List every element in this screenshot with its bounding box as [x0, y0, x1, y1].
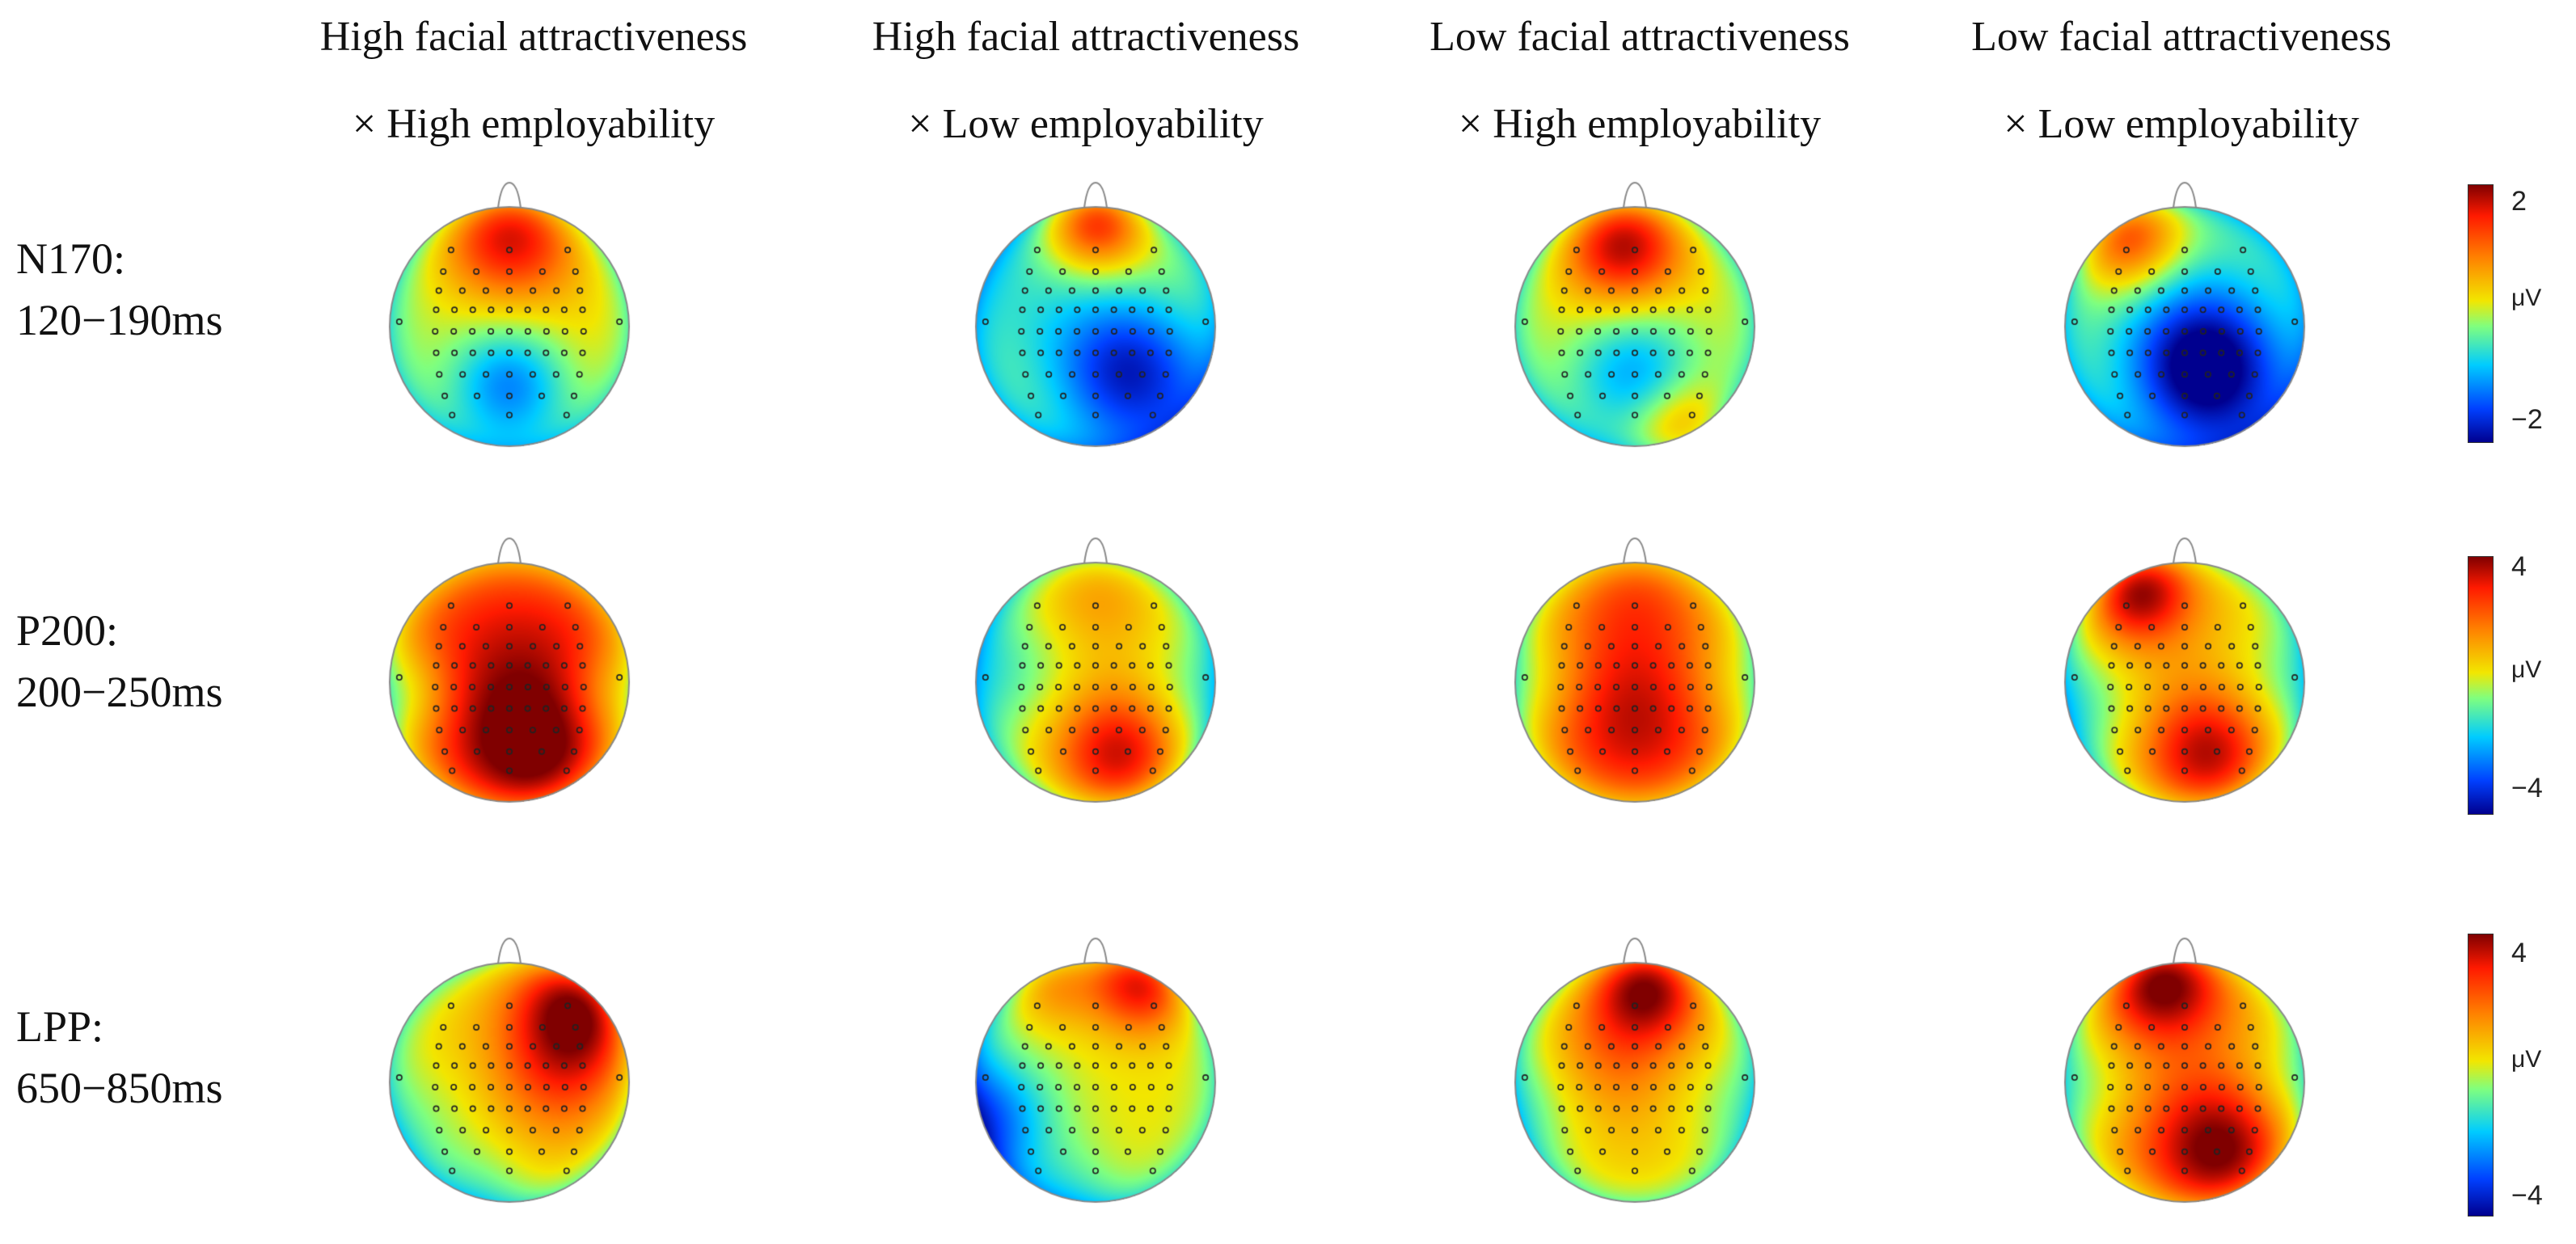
column-header-1-line1: High facial attractiveness [319, 14, 748, 60]
colorbar-n170-max: 2 [2511, 186, 2527, 217]
topomap-n170-high-attr-low-emp [958, 170, 1233, 461]
colorbar-n170-unit: μV [2511, 285, 2542, 311]
colorbar-p200-max: 4 [2511, 551, 2527, 582]
column-header-4-line2: × Low employability [2004, 101, 2359, 147]
column-header-3-line1: Low facial attractiveness [1429, 14, 1850, 60]
row-label-p200-window: 200−250ms [16, 668, 223, 716]
topomap-lpp-high-attr-high-emp [372, 917, 647, 1225]
colorbar-p200-unit: μV [2511, 656, 2542, 683]
topomap-lpp-low-attr-high-emp [1497, 917, 1772, 1225]
column-header-4-line1: Low facial attractiveness [1971, 14, 2392, 60]
column-header-1-line2: × High employability [352, 101, 716, 147]
row-label-lpp-component: LPP: [16, 1002, 104, 1051]
topomap-p200-low-attr-low-emp [2047, 517, 2322, 824]
row-label-n170-component: N170: [16, 234, 125, 283]
column-header-2-line1: High facial attractiveness [872, 14, 1300, 60]
row-label-n170: N170: 120−190ms [16, 228, 222, 351]
colorbar-n170-min: −2 [2511, 404, 2543, 435]
column-header-2-line2: × Low employability [908, 101, 1264, 147]
colorbar-lpp-unit: μV [2511, 1046, 2542, 1073]
colorbar-p200-min: −4 [2511, 773, 2543, 803]
colorbar-n170 [2468, 184, 2494, 443]
colorbar-lpp [2468, 934, 2494, 1217]
colorbar-lpp-max: 4 [2511, 938, 2527, 968]
row-label-p200: P200: 200−250ms [16, 600, 222, 723]
column-header-3-line2: × High employability [1458, 101, 1822, 147]
topomap-n170-high-attr-high-emp [372, 170, 647, 461]
topomap-n170-low-attr-high-emp [1497, 170, 1772, 461]
topomap-n170-low-attr-low-emp [2047, 170, 2322, 461]
topomap-p200-low-attr-high-emp [1497, 517, 1772, 824]
topomap-lpp-high-attr-low-emp [958, 917, 1233, 1225]
row-label-lpp-window: 650−850ms [16, 1064, 223, 1112]
topomap-p200-high-attr-high-emp [372, 517, 647, 824]
row-label-lpp: LPP: 650−850ms [16, 996, 222, 1119]
colorbar-p200 [2468, 556, 2494, 815]
topomap-lpp-low-attr-low-emp [2047, 917, 2322, 1225]
colorbar-lpp-min: −4 [2511, 1180, 2543, 1211]
row-label-n170-window: 120−190ms [16, 296, 223, 344]
row-label-p200-component: P200: [16, 606, 119, 655]
topomap-p200-high-attr-low-emp [958, 517, 1233, 824]
